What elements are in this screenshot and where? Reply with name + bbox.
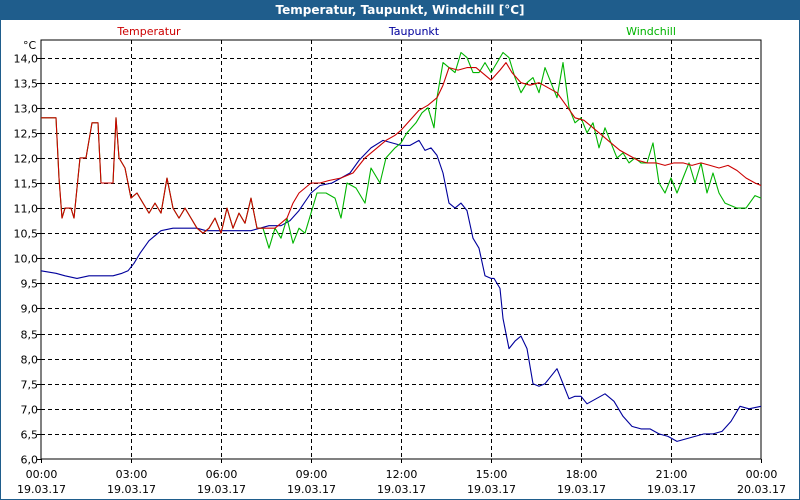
series-line-taupunkt <box>40 139 762 442</box>
x-tick-date: 19.03.17 <box>197 483 246 496</box>
x-tick-time: 15:00 <box>476 468 508 481</box>
y-tick-label: 9,0 <box>21 303 39 316</box>
y-tick-label: 11,0 <box>14 203 39 216</box>
legend-temperatur: Temperatur <box>116 25 181 38</box>
x-tick-time: 12:00 <box>386 468 418 481</box>
y-tick-label: 8,0 <box>21 354 39 367</box>
y-tick-label: 10,0 <box>14 253 39 266</box>
y-tick-label: 13,0 <box>14 103 39 116</box>
y-tick-label: 10,5 <box>14 228 39 241</box>
y-tick-label: 12,5 <box>14 128 39 141</box>
chart-title: Temperatur, Taupunkt, Windchill [°C] <box>0 0 800 20</box>
x-tick-date: 19.03.17 <box>377 483 426 496</box>
y-tick-label: 12,0 <box>14 153 39 166</box>
y-tick-label: 6,5 <box>21 429 39 442</box>
y-tick-label: 7,0 <box>21 404 39 417</box>
x-tick-date: 19.03.17 <box>107 483 156 496</box>
y-tick-label: 14,0 <box>14 53 39 66</box>
x-tick-date: 19.03.17 <box>467 483 516 496</box>
x-tick-date: 20.03.17 <box>737 483 786 496</box>
x-tick-date: 19.03.17 <box>287 483 336 496</box>
x-tick-date: 19.03.17 <box>17 483 66 496</box>
x-tick-time: 09:00 <box>296 468 328 481</box>
y-tick-label: 6,0 <box>21 454 39 467</box>
line-chart: 6,0 6,5 7,0 7,5 8,0 8,5 9,0 9,5 10,0 10,5 11,0 11,5… <box>14 25 786 496</box>
x-tick-time: 00:00 <box>746 468 778 481</box>
plot-area <box>40 39 762 460</box>
x-tick-date: 19.03.17 <box>647 483 696 496</box>
y-axis-label: °C <box>23 39 37 52</box>
y-tick-label: 11,5 <box>14 178 39 191</box>
y-tick-label: 8,5 <box>21 329 39 342</box>
chart-panel: 6,0 6,5 7,0 7,5 8,0 8,5 9,0 9,5 10,0 10,5 11,0 11,5… <box>1 20 799 499</box>
x-tick-time: 06:00 <box>206 468 238 481</box>
legend-windchill: Windchill <box>626 25 676 38</box>
x-tick-date: 19.03.17 <box>557 483 606 496</box>
legend-taupunkt: Taupunkt <box>388 25 440 38</box>
x-tick-time: 18:00 <box>566 468 598 481</box>
x-tick-time: 03:00 <box>116 468 148 481</box>
y-tick-label: 13,5 <box>14 78 39 91</box>
series-line-temperatur <box>41 62 762 234</box>
y-tick-label: 7,5 <box>21 379 39 392</box>
x-tick-time: 21:00 <box>656 468 688 481</box>
y-tick-label: 9,5 <box>21 278 39 291</box>
x-tick-time: 00:00 <box>26 468 58 481</box>
